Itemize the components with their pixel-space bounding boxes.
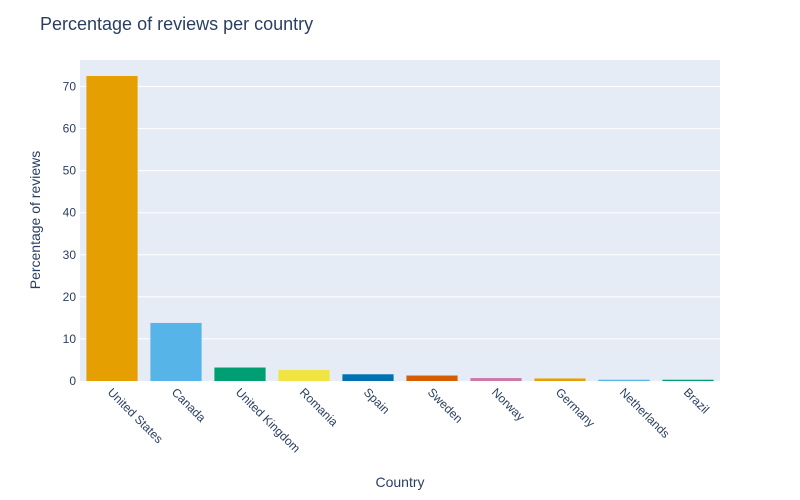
x-tick-label: Germany xyxy=(553,385,598,430)
y-tick-label: 70 xyxy=(63,80,77,94)
x-tick-labels: United States Canada United KingdomRomania… xyxy=(105,385,712,455)
bar-netherlands xyxy=(598,379,650,381)
x-tick-label: United States xyxy=(105,385,166,446)
y-tick-label: 30 xyxy=(63,248,77,262)
y-tick-label: 0 xyxy=(69,374,76,388)
x-tick-label: Romania xyxy=(297,385,341,429)
y-tick-labels: 0 10 20 30 40 50 60 70 xyxy=(63,80,77,388)
x-tick-label: Norway xyxy=(489,385,528,424)
x-tick-label: Spain xyxy=(361,385,393,417)
y-tick-label: 40 xyxy=(63,206,77,220)
x-tick-label: United Kingdom xyxy=(233,385,303,455)
x-axis-title: Country xyxy=(375,474,424,490)
y-tick-label: 50 xyxy=(63,164,77,178)
bars xyxy=(86,75,714,382)
bar-canada xyxy=(150,322,202,381)
bar-sweden xyxy=(406,375,458,381)
bar-spain xyxy=(342,374,394,381)
y-tick-label: 20 xyxy=(63,290,77,304)
x-tick-label: Brazil xyxy=(681,385,712,416)
x-tick-label: Netherlands xyxy=(617,385,673,441)
chart-title: Percentage of reviews per country xyxy=(40,14,313,34)
bar-norway xyxy=(470,378,522,381)
bar-united-kingdom xyxy=(214,367,266,381)
x-tick-label: Sweden xyxy=(425,385,466,426)
y-axis-title: Percentage of reviews xyxy=(27,151,43,290)
bar-romania xyxy=(278,370,330,381)
bar-brazil xyxy=(662,379,714,381)
bar-united-states xyxy=(86,75,138,382)
y-tick-label: 10 xyxy=(63,332,77,346)
x-tick-label: Canada xyxy=(169,385,209,425)
bar-germany xyxy=(534,378,586,381)
y-tick-label: 60 xyxy=(63,122,77,136)
